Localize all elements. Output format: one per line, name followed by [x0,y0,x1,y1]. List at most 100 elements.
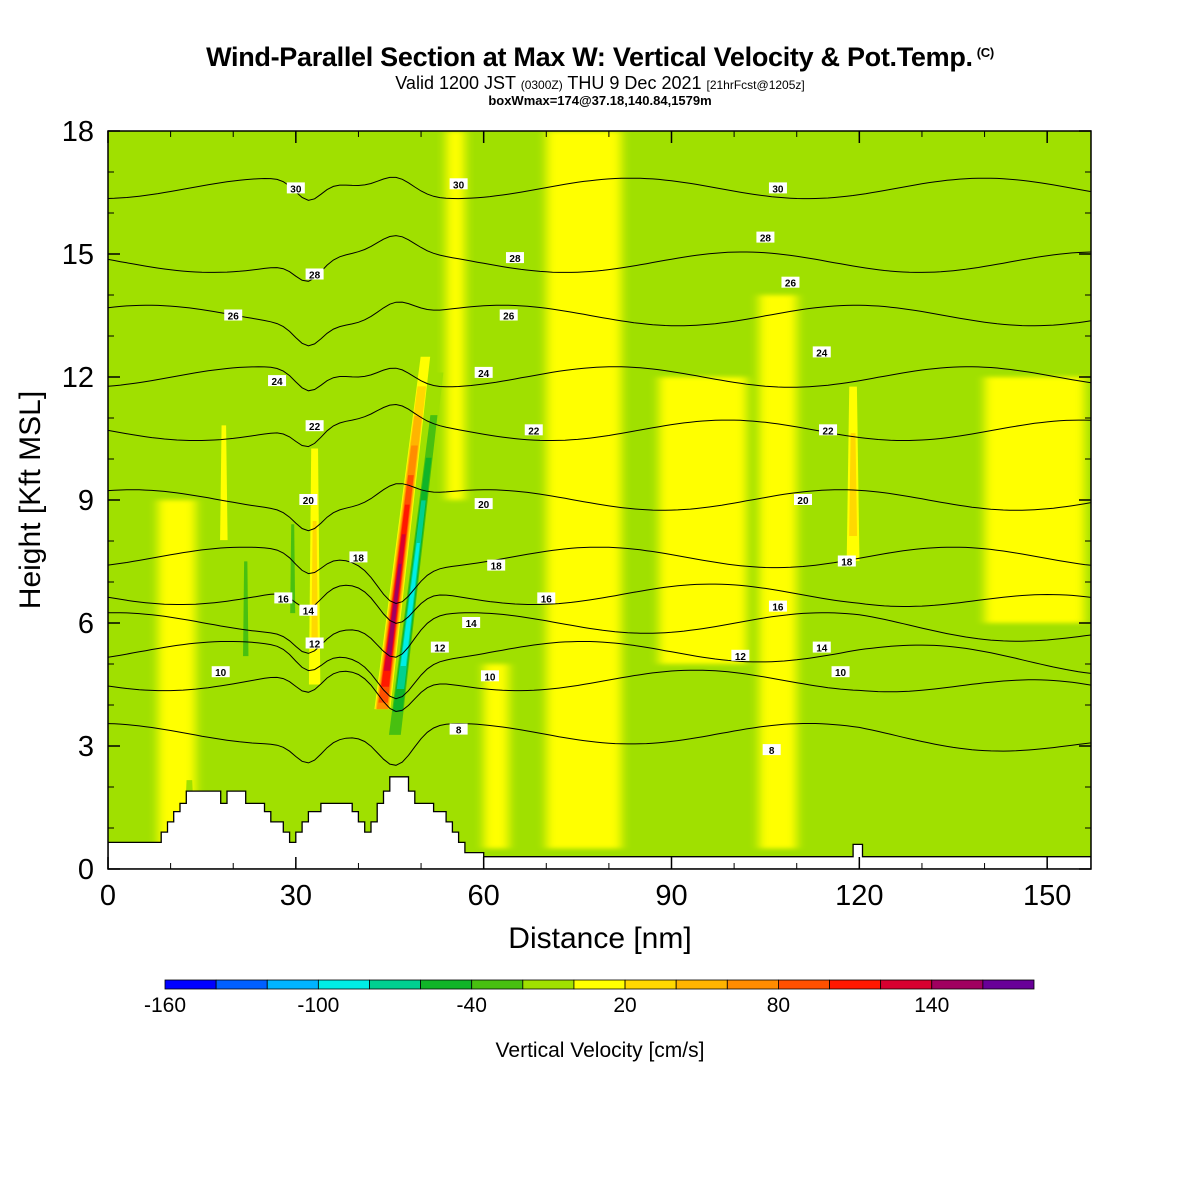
contour-label: 10 [215,668,227,679]
contour-label-bg [299,494,318,505]
contour-label-bg [305,637,324,649]
plume-band [400,543,420,667]
contour-label-bg [211,666,230,678]
chart-box-info: boxWmax=174@37.18,140.84,1579m [488,93,712,108]
contour-label: 12 [309,640,321,651]
colorbar-swatch [931,979,984,990]
x-tick-label: 60 [468,880,500,912]
contour-label-bg [487,559,506,571]
contour-label-bg [499,309,518,321]
contour-label: 28 [309,271,321,282]
terrain-profile [108,776,1091,869]
chart-subtitle: Valid 1200 JST (0300Z) THU 9 Dec 2021 [2… [395,73,805,93]
contour-label-bg [505,252,524,264]
colorbar-swatch [215,979,268,990]
contour-labels: 30 30 30 28 28 28 26 26 26 24 24 24 22 22 22 20 20 20 18 18… [211,178,856,757]
field-region [658,377,747,664]
colorbar-swatch [522,979,575,990]
contour-label: 12 [434,644,446,655]
contour-label: 14 [303,607,315,618]
chart-title: Wind-Parallel Section at Max W: Vertical… [206,42,994,72]
field-region [446,131,465,500]
theta-contour [108,235,1091,282]
y-tick-label: 3 [78,731,94,763]
terrain [108,776,1091,869]
colorbar-tick-label: -160 [144,994,186,1017]
contour-label-bg [274,592,293,604]
field-region [759,295,797,849]
contour-label-bg [768,600,787,612]
contour-label-bg [812,641,831,653]
contour-label: 20 [797,496,809,507]
theta-contour [108,366,1091,392]
colorbar-label: Vertical Velocity [cm/s] [496,1039,705,1062]
contour-label: 8 [456,726,462,737]
field-region [546,131,622,849]
contour-label: 28 [509,254,521,265]
contour-label: 22 [309,422,321,433]
colorbar-swatch [829,979,882,990]
contour-label-bg [268,375,287,387]
colorbar-swatch [778,979,830,990]
contour-label: 10 [835,668,847,679]
contour-label: 22 [822,426,834,437]
contour-label-bg [224,309,243,321]
contour-label: 28 [760,234,772,245]
contour-label: 30 [453,180,465,191]
colorbar-swatch [982,979,1035,990]
y-tick-label: 12 [62,362,94,394]
contour-label-bg [480,670,499,682]
contour-label: 26 [785,279,797,290]
field-region [984,377,1085,623]
plume-band [290,524,296,614]
theta-contour [108,546,1091,605]
theta-contour [108,301,1091,347]
colorbar-swatch [164,979,217,990]
contour-label-bg [768,182,787,194]
contour-label-bg [286,182,305,194]
contour-label-bg [349,551,368,563]
contour-label-bg [812,346,831,358]
contour-label-bg [430,641,449,653]
colorbar-swatch [573,979,626,990]
plume-band [243,561,249,657]
contour-label-bg [756,231,775,243]
theta-contour [108,612,1091,658]
colorbar-swatch [317,979,370,990]
x-tick-label: 90 [655,880,687,912]
colorbar-swatch [369,979,421,990]
contour-label-bg [819,424,838,436]
contour-label-bg [793,494,812,505]
contour-label: 10 [484,672,496,683]
contour-label: 24 [478,369,490,380]
contour-label: 20 [478,500,490,511]
theta-contour [108,641,1091,700]
velocity-field [108,131,1091,869]
contour-label: 26 [228,312,240,323]
theta-contour [108,176,1091,201]
plume-band [849,433,858,537]
y-tick-label: 18 [62,116,94,148]
x-tick-label: 30 [280,880,312,912]
theta-contour [108,723,1091,766]
contour-label: 20 [303,496,315,507]
contour-label: 14 [816,644,828,655]
contour-label-bg [449,723,468,735]
colorbar-tick-label: 140 [914,994,949,1017]
contour-label-bg [524,424,543,436]
theta-contours [108,176,1091,766]
contour-label-bg [449,178,468,190]
x-tick-label: 120 [835,880,883,912]
contour-label-bg [299,604,318,616]
contour-label: 16 [772,603,784,614]
colorbar-swatch [624,979,677,990]
contour-label: 26 [503,312,515,323]
colorbar-swatch [726,979,779,990]
colorbar-tick-label: 20 [613,994,636,1017]
y-tick-label: 0 [78,854,94,886]
contour-label: 8 [769,746,775,757]
axes: 0 30 60 90 120 150 0 3 6 9 12 15 18 [62,116,1091,912]
copyright-mark: (C) [976,45,994,60]
contour-label: 18 [841,558,853,569]
x-tick-label: 150 [1023,880,1071,912]
